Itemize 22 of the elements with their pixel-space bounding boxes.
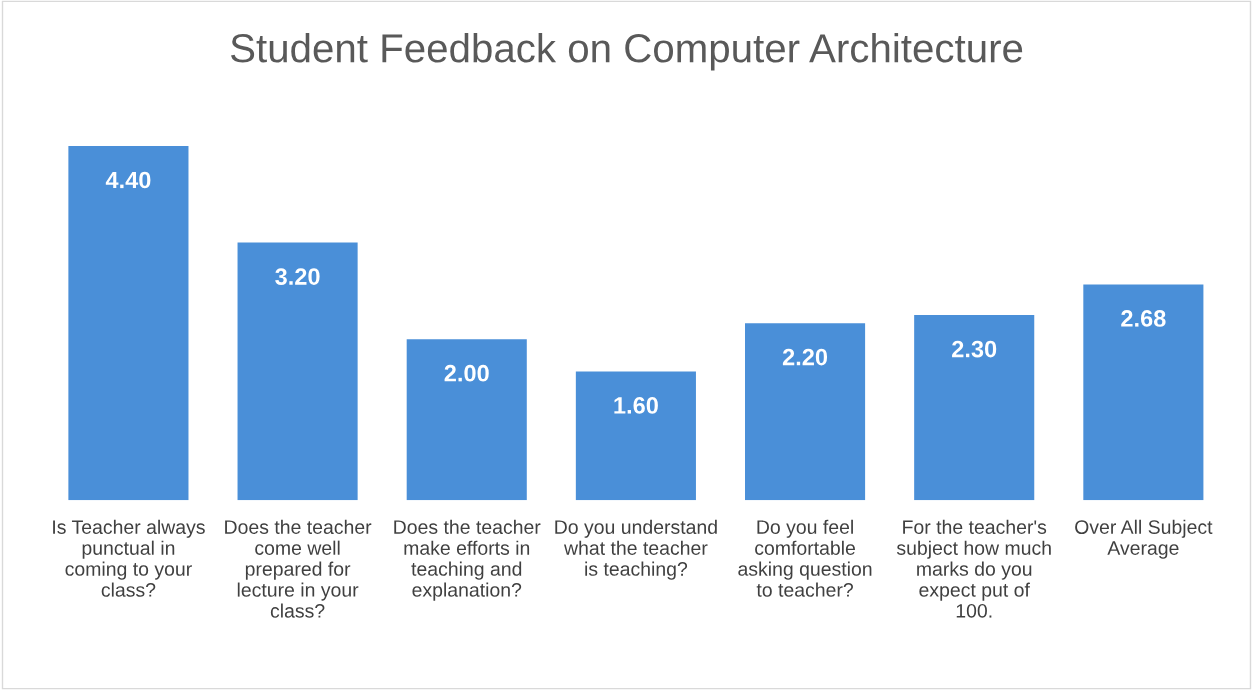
bar [1083, 284, 1204, 501]
x-tick-label: Over All Subject Average [1075, 519, 1213, 559]
data-label: 2.00 [444, 364, 489, 382]
bar [237, 242, 358, 501]
bar [745, 323, 866, 501]
bar [68, 146, 189, 501]
data-label: 2.68 [1121, 310, 1166, 327]
x-tick-label: Is Teacher always punctual in coming to your class? [53, 519, 205, 597]
x-tick-label: Do you feel comfortable asking question to teacher? [738, 519, 872, 597]
data-label: 4.40 [105, 171, 151, 189]
x-tick-label: For the teacher's subject how much marks do you expect put of 100. [896, 519, 1051, 618]
data-label: 2.20 [782, 348, 828, 366]
bar [914, 315, 1035, 501]
x-tick-label: Does the teacher make efforts in teaching and explanation? [394, 519, 541, 601]
chart-title: Student Feedback on Computer Architecture [230, 32, 1023, 71]
x-tick-label: Does the teacher come well prepared for lecture in your class? [225, 519, 372, 618]
data-label: 2.30 [952, 340, 997, 358]
bar [575, 371, 696, 501]
x-tick-label: Do you understand what the teacher is teaching? [555, 519, 717, 580]
bar [406, 339, 527, 501]
data-label: 3.20 [275, 268, 320, 285]
data-label: 1.60 [614, 397, 658, 414]
